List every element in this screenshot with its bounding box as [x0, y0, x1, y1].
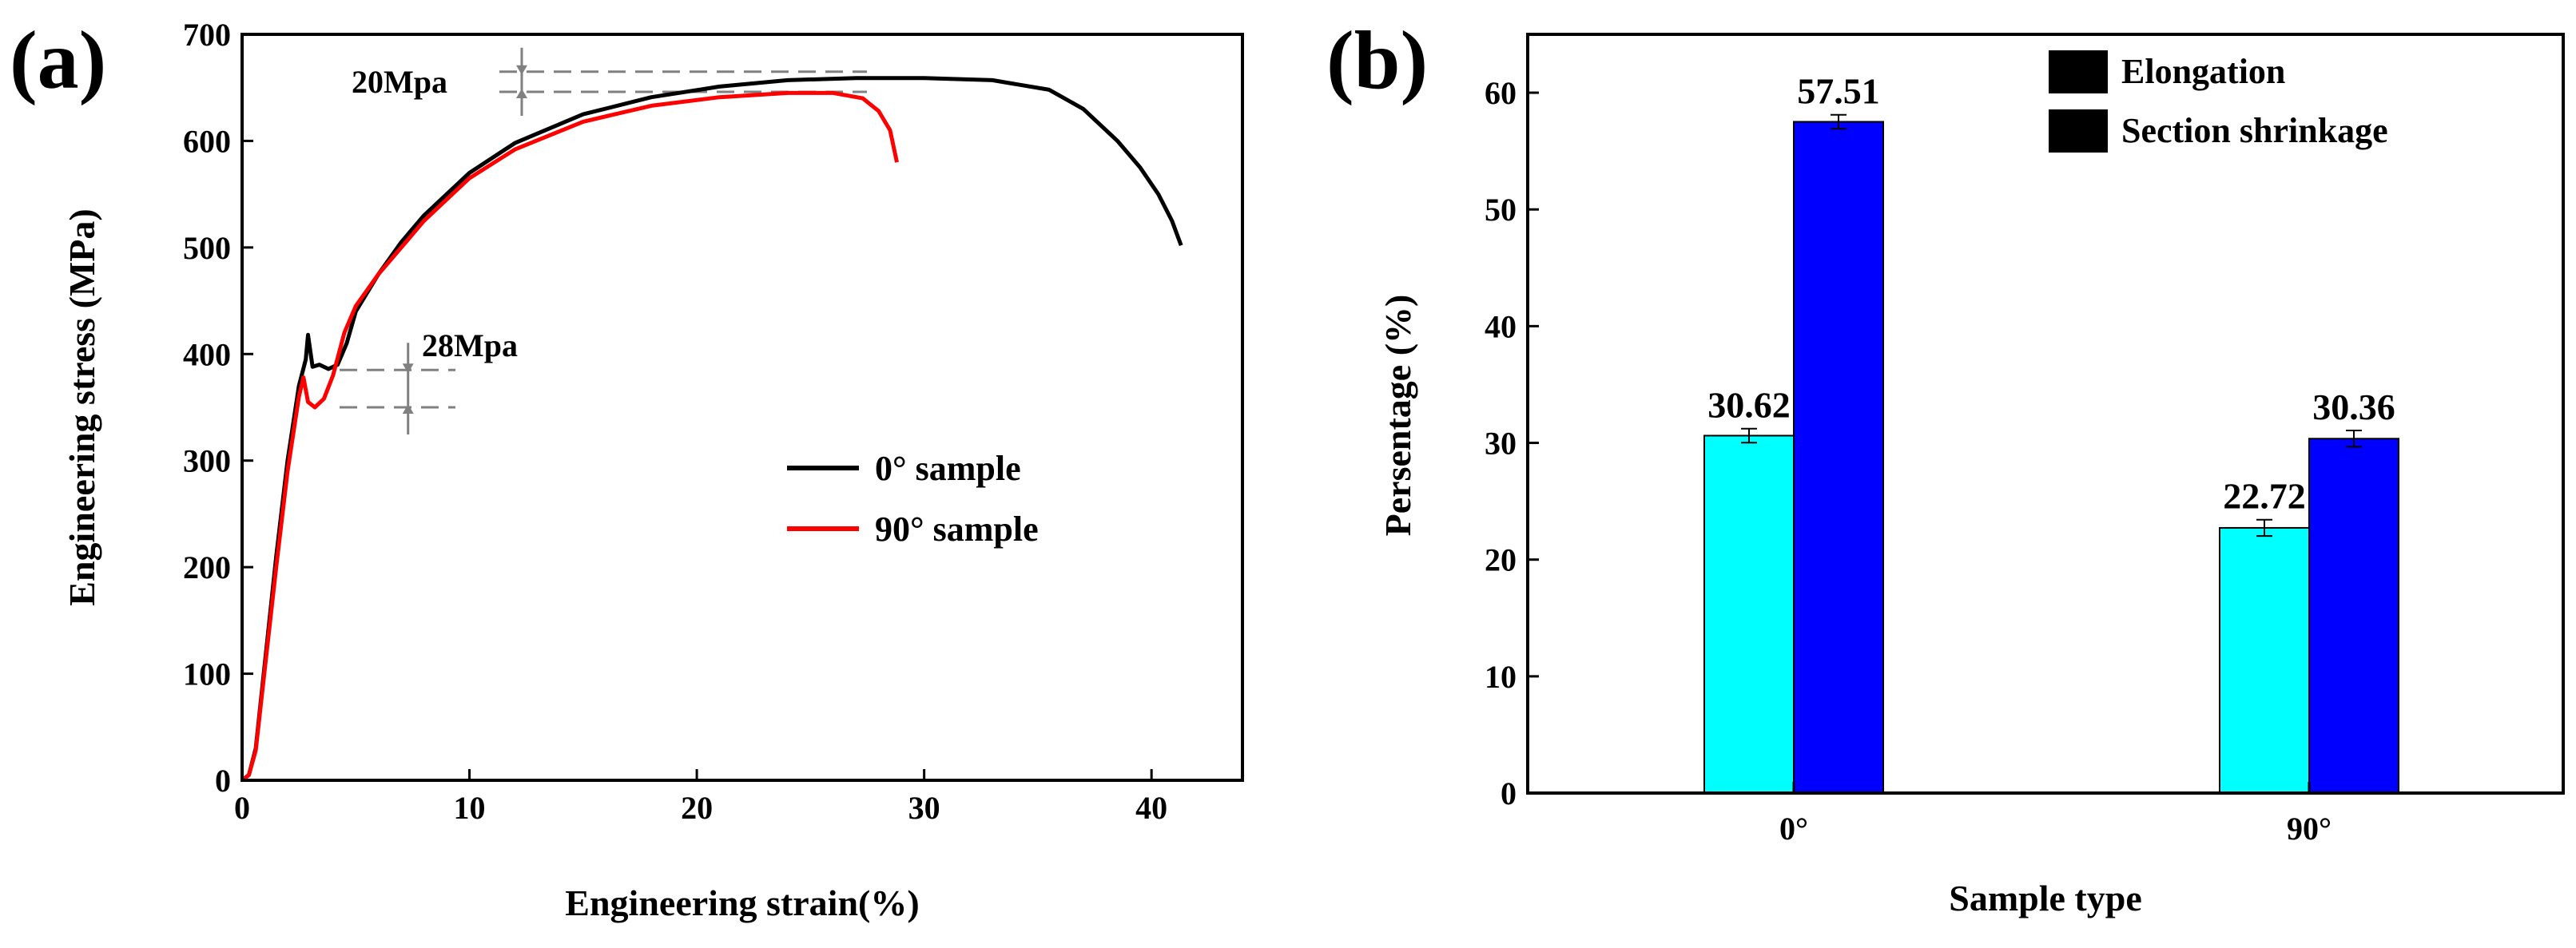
- x-tick-label: 40: [1135, 790, 1167, 826]
- panel-b-label: (b): [1326, 14, 1428, 106]
- annotation-28mpa: 28Mpa: [422, 327, 518, 363]
- y-tick-label: 400: [183, 336, 231, 372]
- panel-a-y-axis: 0 100 200 300 400 500 600 700: [183, 17, 253, 799]
- y-tick-label: 500: [183, 230, 231, 266]
- x-tick-label: 0: [234, 790, 250, 826]
- data-label: 30.62: [1707, 385, 1791, 426]
- panel-b-x-axis-title: Sample type: [1949, 878, 2142, 918]
- y-tick-label: 50: [1485, 192, 1517, 228]
- y-tick-label: 600: [183, 123, 231, 159]
- data-label: 30.36: [2312, 387, 2395, 427]
- x-tick-label: 30: [908, 790, 940, 826]
- legend-label-90deg: 90° sample: [875, 510, 1039, 549]
- panel-b-y-axis-title: Persentage (%): [1377, 295, 1418, 537]
- panel-a-x-axis: 0 10 20 30 40: [234, 769, 1167, 826]
- y-tick-label: 300: [183, 443, 231, 479]
- legend-label-0deg: 0° sample: [875, 449, 1021, 488]
- x-tick-label: 20: [681, 790, 713, 826]
- panel-b-y-axis: 0 10 20 30 40 50 60: [1485, 75, 1539, 811]
- panel-b: (b) 30.62 57.51 22.72 30.36 0° 90° 0 10 20 30 40…: [1326, 14, 2565, 918]
- panel-b-plot-frame: [1526, 33, 2565, 795]
- panel-a-annotations: 20Mpa 28Mpa: [340, 47, 867, 434]
- y-tick-label: 20: [1485, 542, 1517, 578]
- legend-swatch-elongation: [2049, 50, 2108, 93]
- panel-a-series: [241, 76, 1183, 782]
- legend-swatch-section-shrinkage: [2049, 109, 2108, 153]
- arrow-head: [402, 404, 414, 414]
- panel-a: (a) 20Mpa 28Mpa 0 10 20 30 40 0 100 200 300 400 50…: [10, 14, 1244, 923]
- x-tick-label: 10: [454, 790, 486, 826]
- series-line-0deg: [241, 76, 1183, 782]
- series-line-90deg: [241, 90, 899, 782]
- y-tick-label: 60: [1485, 75, 1517, 111]
- arrow-head: [515, 65, 527, 75]
- x-tick-label: 0°: [1779, 811, 1808, 847]
- data-label: 57.51: [1797, 71, 1880, 112]
- legend-label-elongation: Elongation: [2121, 52, 2285, 91]
- bar-section-shrinkage-90deg: [2308, 438, 2399, 794]
- x-tick-label: 90°: [2287, 811, 2332, 847]
- y-tick-label: 100: [183, 656, 231, 692]
- panel-b-legend: Elongation Section shrinkage: [2049, 50, 2388, 153]
- bar-elongation-0deg: [1703, 434, 1795, 794]
- panel-b-bars: 30.62 57.51 22.72 30.36: [1703, 71, 2399, 794]
- y-tick-label: 0: [1501, 775, 1517, 811]
- panel-a-legend: 0° sample 90° sample: [787, 449, 1039, 549]
- annotation-20mpa: 20Mpa: [352, 64, 447, 100]
- legend-label-section-shrinkage: Section shrinkage: [2121, 111, 2388, 150]
- y-tick-label: 30: [1485, 426, 1517, 462]
- y-tick-label: 700: [183, 17, 231, 53]
- y-tick-label: 200: [183, 549, 231, 585]
- bar-elongation-90deg: [2219, 526, 2310, 794]
- panel-b-x-axis: 0° 90°: [1779, 782, 2332, 847]
- arrow-head: [515, 89, 527, 99]
- y-tick-label: 10: [1485, 659, 1517, 695]
- panel-a-x-axis-title: Engineering strain(%): [565, 883, 919, 923]
- panel-a-y-axis-title: Engineering stress (MPa): [62, 208, 102, 605]
- arrow-head: [402, 363, 414, 374]
- y-tick-label: 40: [1485, 308, 1517, 344]
- panel-a-plot-frame: [241, 33, 1244, 782]
- panel-a-label: (a): [10, 14, 106, 106]
- data-label: 22.72: [2223, 476, 2306, 517]
- y-tick-label: 0: [215, 763, 231, 799]
- bar-section-shrinkage-0deg: [1793, 121, 1884, 794]
